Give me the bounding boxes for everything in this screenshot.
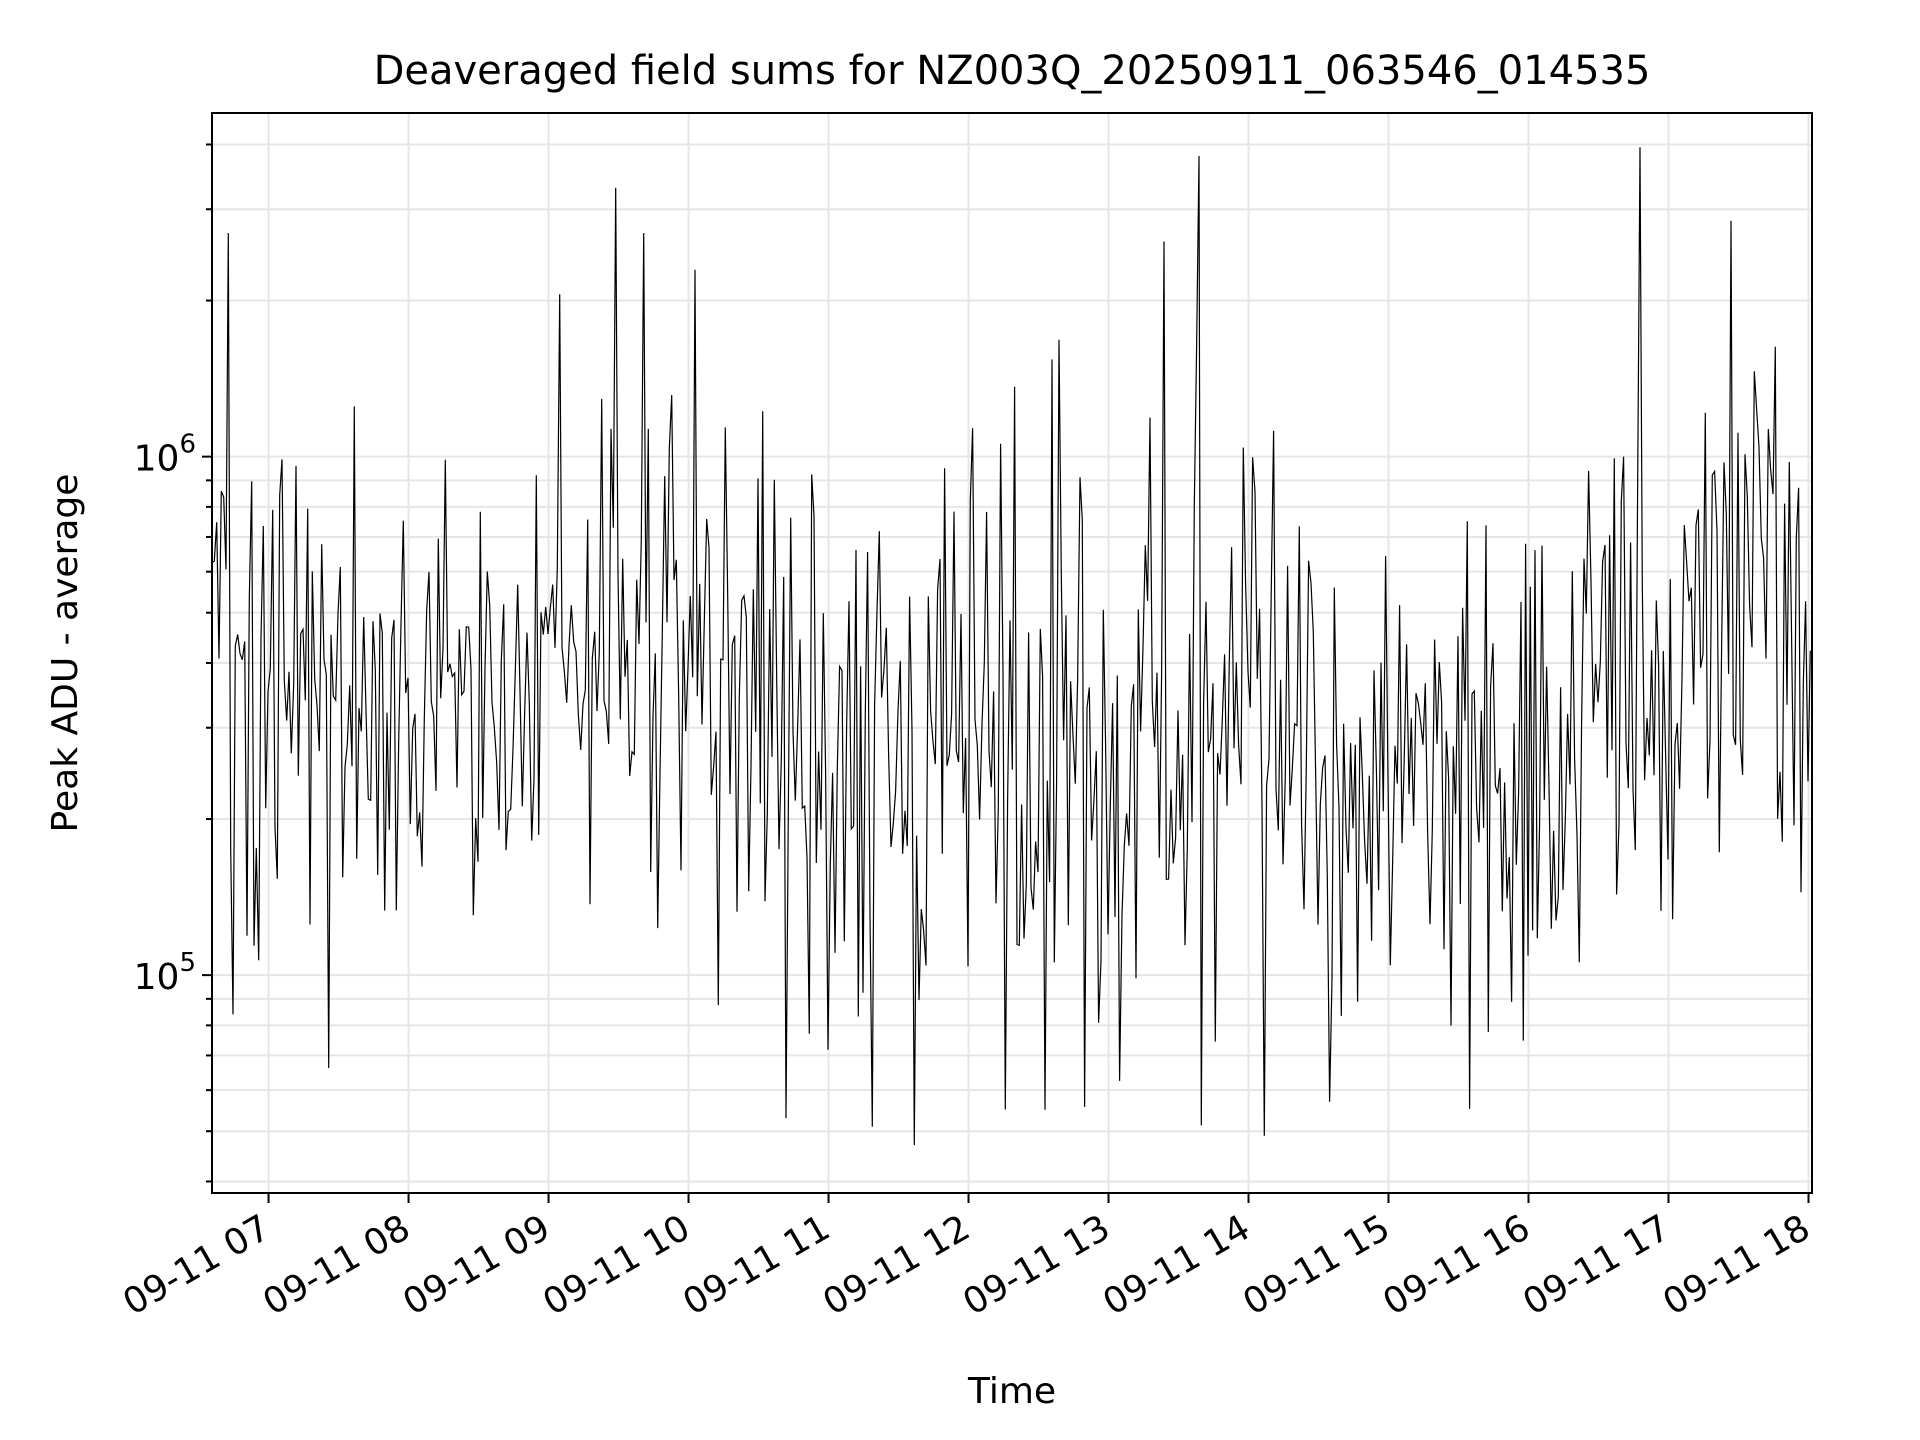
x-tick-label: 09-11 15 [1236, 1207, 1397, 1323]
x-tick-label: 09-11 09 [396, 1207, 557, 1323]
x-tick-label: 09-11 11 [676, 1207, 837, 1323]
x-tick-label: 09-11 16 [1376, 1207, 1537, 1323]
series-0-line [211, 147, 1811, 1146]
y-axis-label: Peak ADU - average [45, 474, 86, 833]
y-axis: 105 106 [134, 143, 212, 1183]
chart-title: Deaveraged field sums for NZ003Q_2025091… [374, 48, 1651, 94]
x-tick-label: 09-11 13 [956, 1207, 1117, 1323]
grid-lines [212, 113, 1812, 1193]
y-tick-label: 106 [134, 430, 196, 480]
x-tick-label: 09-11 10 [536, 1207, 697, 1323]
plot-frame [211, 112, 1813, 1194]
x-tick-label: 09-11 07 [116, 1207, 277, 1323]
y-tick-label: 105 [134, 948, 196, 998]
x-tick-label: 09-11 17 [1516, 1207, 1677, 1323]
series-line [211, 147, 1811, 1146]
x-tick-label: 09-11 18 [1656, 1207, 1817, 1323]
x-axis-label: Time [967, 1371, 1056, 1412]
x-tick-label: 09-11 14 [1096, 1207, 1257, 1323]
x-tick-label: 09-11 08 [256, 1207, 417, 1323]
x-tick-label: 09-11 12 [816, 1207, 977, 1323]
